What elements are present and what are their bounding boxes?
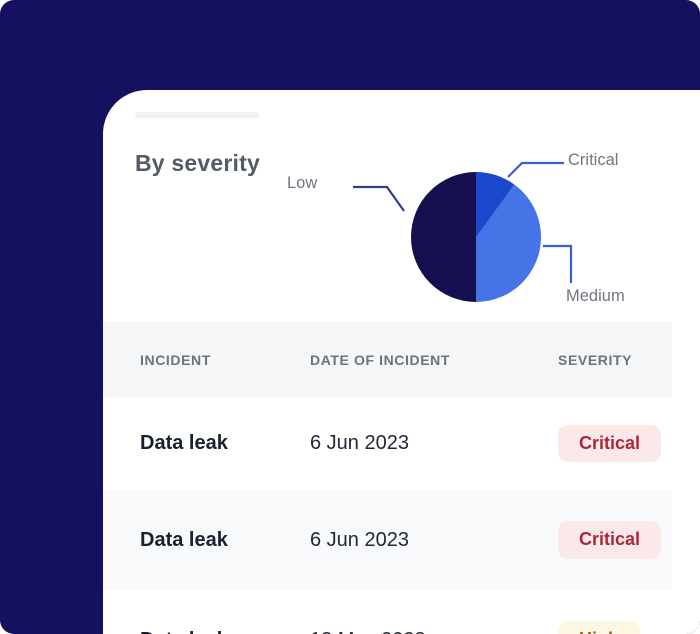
severity-badge: Critical bbox=[558, 521, 662, 559]
card-top-divider bbox=[135, 112, 260, 118]
incident-cell: Data leak bbox=[140, 432, 228, 454]
incident-cell: Data leak bbox=[140, 528, 228, 551]
pie-label-low: Low bbox=[287, 174, 318, 192]
severity-cell: High bbox=[558, 621, 672, 634]
severity-badge: Critical bbox=[558, 424, 662, 463]
incident-cell: Data leak bbox=[140, 629, 310, 634]
date-cell: 13 May 2023 bbox=[310, 629, 558, 634]
chart-title: By severity bbox=[135, 150, 260, 176]
header-severity: SEVERITY bbox=[558, 351, 633, 368]
callout-line-low bbox=[353, 185, 405, 212]
table-row[interactable]: Data leak 6 Jun 2023 Critical bbox=[103, 397, 672, 490]
pie-label-medium: Medium bbox=[566, 287, 625, 305]
header-date: DATE OF INCIDENT bbox=[310, 351, 451, 368]
callout-line-critical bbox=[507, 161, 564, 178]
callout-line-medium bbox=[543, 244, 573, 283]
severity-cell: Critical bbox=[558, 521, 672, 559]
severity-chart-section: By severity Low Critical Medium bbox=[103, 90, 700, 322]
incidents-table: INCIDENT DATE OF INCIDENT SEVERITY Data … bbox=[103, 322, 672, 634]
severity-badge: High bbox=[558, 621, 640, 634]
table-row[interactable]: Data leak 6 Jun 2023 Critical bbox=[103, 490, 672, 590]
date-cell: 6 Jun 2023 bbox=[310, 432, 409, 454]
pie-label-critical: Critical bbox=[568, 151, 619, 169]
pie-chart bbox=[411, 172, 541, 302]
table-row[interactable]: Data leak 13 May 2023 High bbox=[103, 590, 672, 634]
table-header-row: INCIDENT DATE OF INCIDENT SEVERITY bbox=[103, 322, 672, 397]
severity-card: By severity Low Critical Medium INCIDENT… bbox=[103, 90, 700, 634]
date-cell: 6 Jun 2023 bbox=[310, 528, 409, 551]
table-body: Data leak 6 Jun 2023 Critical Data leak … bbox=[103, 397, 672, 634]
severity-cell: Critical bbox=[558, 424, 672, 463]
header-incident: INCIDENT bbox=[140, 351, 211, 368]
